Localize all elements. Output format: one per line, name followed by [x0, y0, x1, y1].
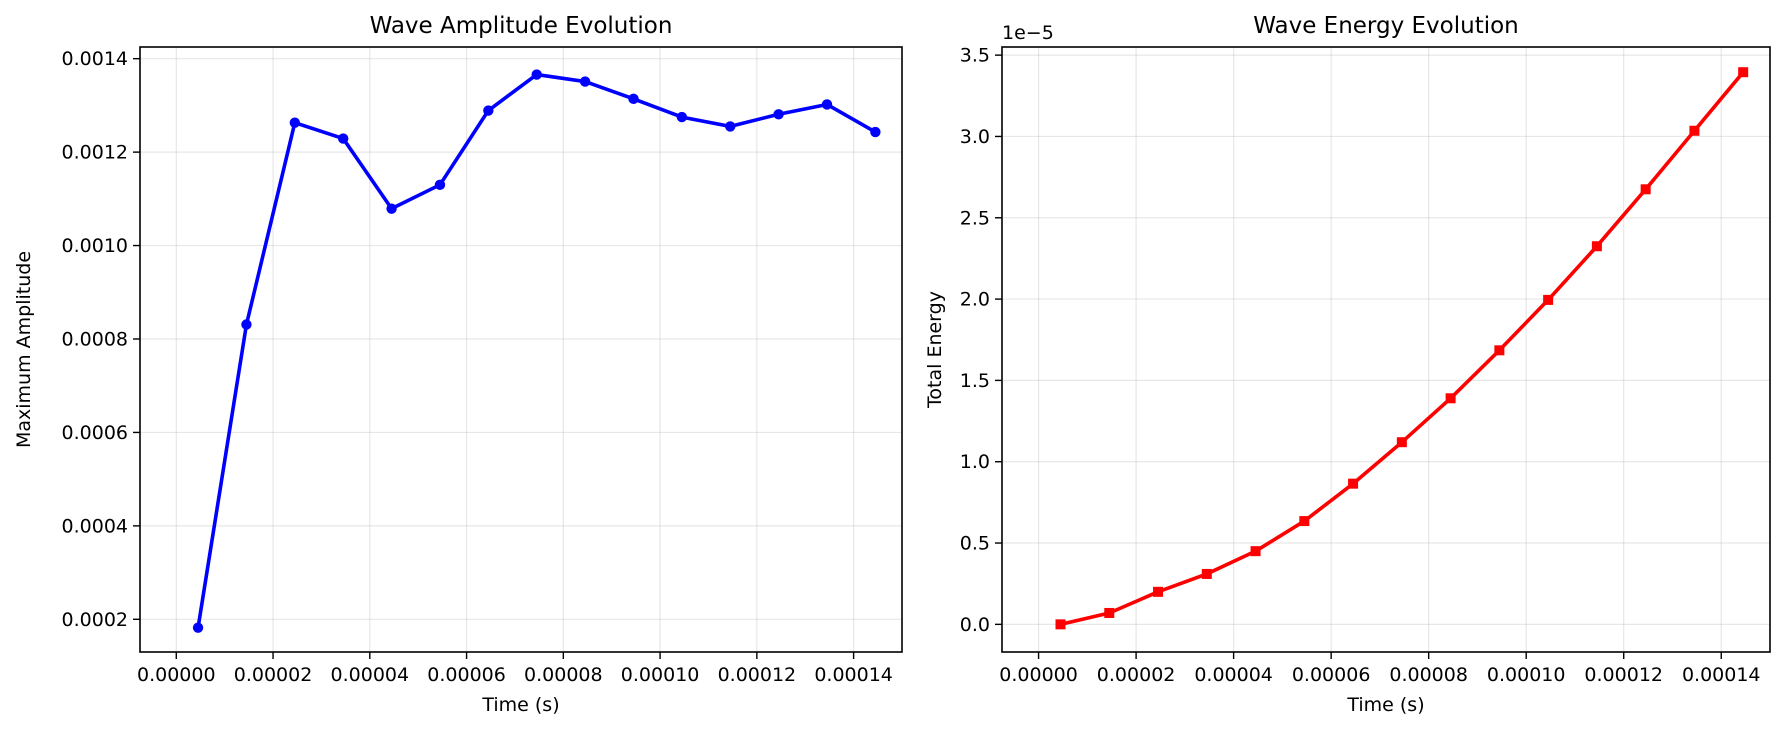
amplitude-data-point	[386, 203, 397, 214]
amplitude-x-tick-label: 0.00008	[524, 664, 603, 686]
energy-x-tick-label: 0.00012	[1584, 664, 1663, 686]
amplitude-y-axis-label: Maximum Amplitude	[13, 251, 35, 448]
energy-x-tick-label: 0.00002	[1097, 664, 1176, 686]
amplitude-x-tick-label: 0.00014	[814, 664, 893, 686]
amplitude-data-point	[870, 126, 881, 138]
amplitude-x-tick-label: 0.00006	[427, 664, 506, 686]
amplitude-data-point	[531, 69, 542, 80]
amplitude-x-tick-label: 0.00010	[621, 664, 700, 686]
energy-data-point	[1201, 568, 1212, 579]
amplitude-y-tick-label: 0.0004	[62, 515, 128, 537]
amplitude-data-point	[338, 133, 349, 144]
energy-x-tick-label: 0.00008	[1389, 664, 1468, 686]
energy-y-tick-label: 2.0	[960, 289, 990, 311]
amplitude-x-axis-label: Time (s)	[481, 694, 559, 716]
energy-data-point	[1689, 125, 1700, 136]
energy-data-point	[1153, 586, 1164, 597]
energy-data-point	[1348, 478, 1359, 489]
energy-chart-title: Wave Energy Evolution	[1253, 13, 1519, 39]
amplitude-x-tick-label: 0.00004	[331, 664, 410, 686]
energy-data-point	[1738, 67, 1749, 78]
amplitude-plot-frame	[139, 46, 903, 653]
energy-y-tick-label: 2.5	[960, 207, 990, 229]
amplitude-data-point	[628, 93, 639, 105]
energy-data-point	[1591, 241, 1602, 252]
amplitude-data-point	[725, 121, 736, 132]
energy-data-point	[1104, 607, 1115, 618]
amplitude-y-tick-label: 0.0014	[62, 48, 128, 70]
amplitude-y-tick-label: 0.0012	[62, 142, 128, 164]
amplitude-y-tick-label: 0.0008	[62, 328, 128, 350]
amplitude-data-point	[241, 319, 252, 330]
energy-data-point	[1543, 294, 1554, 305]
amplitude-data-point	[773, 109, 784, 120]
amplitude-data-point	[289, 117, 301, 128]
amplitude-chart-title: Wave Amplitude Evolution	[370, 13, 673, 39]
amplitude-data-point	[483, 105, 494, 116]
amplitude-data-point	[192, 622, 204, 633]
energy-data-point	[1250, 546, 1261, 557]
energy-x-tick-label: 0.00010	[1487, 664, 1566, 686]
amplitude-x-tick-label: 0.00002	[234, 664, 313, 686]
energy-y-tick-label: 1.0	[960, 451, 990, 473]
energy-plot-frame	[1001, 46, 1771, 653]
amplitude-x-tick-label: 0.00012	[718, 664, 797, 686]
energy-grid	[1002, 47, 1770, 652]
amplitude-data-point	[821, 99, 833, 110]
energy-chart-panel: 0.00000 0.00002 0.00004 0.00006 0.00008 0.000…	[924, 13, 1771, 716]
energy-x-axis-label: Time (s)	[1346, 694, 1424, 716]
energy-data-point	[1494, 345, 1505, 356]
energy-y-axis-label: Total Energy	[924, 291, 946, 409]
amplitude-ticks: 0.00000 0.00002 0.00004 0.00006 0.00008 0.000…	[62, 48, 893, 686]
amplitude-grid	[140, 47, 902, 652]
energy-offset-exponent-label: 1e−5	[1002, 22, 1054, 44]
energy-y-tick-label: 1.5	[960, 370, 990, 392]
amplitude-y-tick-label: 0.0002	[62, 609, 128, 631]
energy-x-tick-label: 0.00004	[1194, 664, 1273, 686]
amplitude-data-point	[579, 76, 591, 87]
amplitude-y-tick-label: 0.0010	[62, 235, 128, 257]
amplitude-series-layer	[192, 69, 881, 633]
energy-x-tick-label: 0.00000	[999, 664, 1078, 686]
energy-data-point	[1396, 437, 1407, 448]
amplitude-data-point	[676, 111, 688, 123]
energy-x-tick-label: 0.00014	[1682, 664, 1761, 686]
energy-y-tick-label: 3.0	[960, 126, 990, 148]
amplitude-x-tick-label: 0.00000	[137, 664, 216, 686]
energy-ticks: 0.00000 0.00002 0.00004 0.00006 0.00008 0.000…	[960, 45, 1761, 686]
energy-y-tick-label: 3.5	[960, 45, 990, 67]
energy-data-point	[1055, 619, 1066, 630]
energy-data-point	[1445, 393, 1456, 404]
energy-data-point	[1299, 516, 1310, 527]
energy-y-tick-label: 0.5	[960, 533, 990, 555]
energy-x-tick-label: 0.00006	[1292, 664, 1371, 686]
energy-data-point	[1640, 184, 1651, 195]
amplitude-data-point	[434, 179, 446, 191]
amplitude-chart-panel: 0.00000 0.00002 0.00004 0.00006 0.00008 0.000…	[13, 13, 903, 716]
energy-y-tick-label: 0.0	[960, 614, 990, 636]
energy-series-layer	[1055, 67, 1749, 630]
amplitude-y-tick-label: 0.0006	[62, 422, 128, 444]
